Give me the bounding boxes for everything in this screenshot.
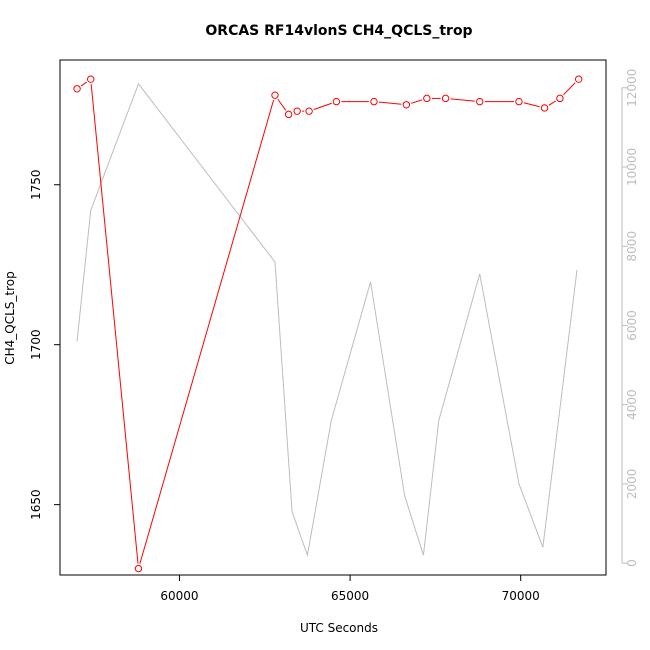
y2-tick-label: 12000 (625, 69, 639, 107)
y2-tick-label: 0 (625, 559, 639, 567)
y2-tick-label: 8000 (625, 231, 639, 262)
ch4-series-point (271, 91, 279, 99)
ch4-series-segment (410, 99, 423, 104)
ch4-series-point (134, 564, 143, 573)
ch4-series-segment (378, 101, 402, 105)
y-axis-left: 1650 1700 1750 (29, 169, 60, 520)
ch4-series-point (402, 101, 411, 109)
y-axis-right: 0 2000 4000 6000 8000 10000 12000 (621, 69, 639, 567)
ch4-series-point (293, 107, 301, 115)
ch4-series-point (305, 107, 313, 115)
ch4-series-segment (563, 82, 576, 96)
ch4-series-point (87, 75, 95, 83)
ch4-series-segment (523, 102, 540, 108)
ch4-series-point (575, 75, 583, 83)
ch4-series-segment (450, 98, 475, 102)
x-axis-label: UTC Seconds (300, 621, 378, 635)
ch4-series-point (73, 85, 81, 93)
ch4-series-point (441, 94, 450, 103)
ch4-series-segment (277, 98, 287, 111)
ch4-series-segment (548, 100, 556, 106)
ch4-series-point (540, 104, 549, 112)
ch4-series-segment (139, 99, 275, 564)
y-tick-label: 1650 (29, 489, 43, 520)
ch4-series-point (556, 94, 564, 103)
plot-frame (59, 59, 607, 576)
ch4-series-segment (313, 102, 332, 110)
ch4-series-point (370, 97, 378, 106)
x-axis: 60000 65000 70000 (160, 575, 540, 603)
series-layer (73, 75, 583, 573)
altitude-series-line (76, 82, 578, 558)
chart-title: ORCAS RF14vlonS CH4_QCLS_trop (205, 23, 472, 39)
y2-tick-label: 6000 (625, 310, 639, 341)
ch4-series-point (423, 94, 431, 103)
y2-tick-label: 2000 (625, 469, 639, 500)
ch4-series-point (284, 110, 293, 119)
x-tick-label: 60000 (160, 589, 198, 603)
ch4-series-segment (90, 84, 139, 564)
y2-tick-label: 4000 (625, 389, 639, 420)
x-tick-label: 65000 (331, 589, 369, 603)
y2-tick-label: 10000 (625, 148, 639, 186)
ch4-series-point (515, 97, 523, 106)
y-tick-label: 1700 (29, 329, 43, 360)
ch4-series-segment (80, 81, 87, 87)
y-axis-label: CH4_QCLS_trop (3, 271, 17, 365)
x-tick-label: 70000 (502, 589, 540, 603)
ch4-series-point (476, 97, 484, 106)
y-tick-label: 1750 (29, 169, 43, 200)
ch4-series-point (332, 97, 341, 106)
